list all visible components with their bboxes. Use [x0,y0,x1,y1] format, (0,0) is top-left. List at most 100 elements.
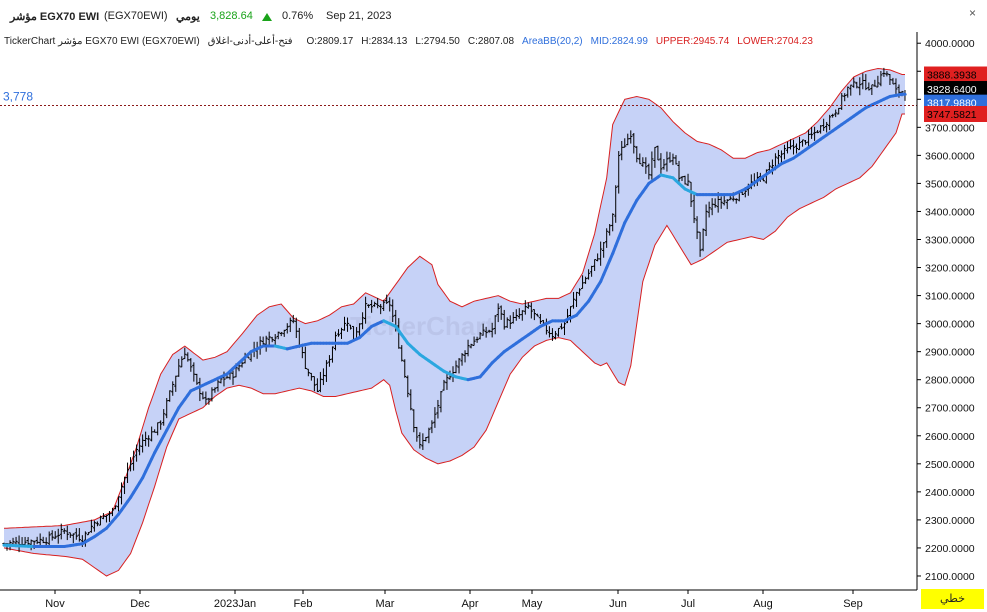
ohlc-bar [505,317,509,328]
y-tick-label: 2100.0000 [925,571,975,583]
close-icon[interactable]: × [969,6,977,20]
ohlc-bar [460,353,464,366]
ohlc-bar [876,75,880,88]
ohlc-bar [870,84,874,96]
x-axis[interactable]: Nov Dec 2023Jan Feb Mar Apr May Jun Jul Aug Sep [0,589,917,610]
ohlc-bar [816,130,820,134]
ohlc-bar [825,121,829,133]
ohlc-bar [776,149,781,166]
ohlc-bar [376,297,380,309]
ohlc-bar [104,514,109,523]
ohlc-bar [144,431,148,447]
ohlc-bar [481,323,485,336]
ohlc-bar [580,275,585,289]
ohlc-bar [852,77,856,88]
ohlc-bar [98,515,103,526]
ohlc-bar [725,199,729,210]
ohlc-bar [204,391,208,405]
upper-price-tag-label: 3888.3938 [927,70,977,82]
ohlc-bar [797,136,802,151]
y-tick-label: 3700.0000 [925,122,975,134]
ohlc-bar [89,519,93,533]
x-tick-label: Sep [843,598,863,610]
upper-price-tag: 3888.3938 [924,66,987,83]
ohlc-bar [131,450,136,471]
ohlc-bar [77,528,81,542]
ohlc-bar [342,316,347,331]
x-tick-label: Jul [681,598,695,610]
ohlc-bar [50,530,54,541]
ohlc-bar [101,513,106,520]
period-label[interactable]: يومي [176,11,200,23]
reference-line[interactable]: 3,778 [0,89,917,106]
ohlc-bar [517,308,521,319]
ohlc-bar [855,81,859,89]
ohlc-bar [674,155,678,165]
ohlc-bar [35,536,39,545]
x-tick-label: 2023Jan [214,598,256,610]
ohlc-bar [74,528,78,540]
x-tick-label: Nov [45,598,65,610]
ohlc-bar [782,144,787,160]
ohlc-bar [834,109,838,118]
ohlc-bar [201,391,205,400]
ohlc-bar [629,130,633,144]
x-tick-label: Feb [294,598,313,610]
ohlc-bar [463,350,467,363]
ohlc-bar [107,511,112,522]
ohlc-bar [285,323,289,334]
y-tick-label: 2500.0000 [925,459,975,471]
ohlc-bar [41,536,45,544]
ohlc-bar [436,399,440,419]
ohlc-bar [586,269,591,280]
ohlc-bar [409,389,413,411]
ohlc-bar [734,198,738,204]
ohlc-bar [879,71,883,87]
ohlc-bar [119,482,124,505]
ohlc-bar [125,462,130,483]
ohlc-bar [487,329,491,333]
ohlc-bar [611,213,615,232]
ohlc-bar [602,241,606,258]
ohlc-bar [312,376,316,392]
ohlc-bar [523,300,527,315]
ohlc-bar [110,507,115,517]
y-tick-label: 2600.0000 [925,431,975,443]
ohlc-bar [279,331,283,337]
ohlc-bar [809,126,814,139]
last-date: Sep 21, 2023 [326,10,392,22]
ohlc-bar [65,525,69,541]
ohlc-bar [213,387,217,393]
ohlc-bar [159,420,163,430]
ohlc-bar [282,329,286,337]
ohlc-bar [141,434,145,453]
info-source: TickerChart مؤشر EGX70 EWI (EGX70EWI) [4,36,200,47]
ohlc-bar [306,368,310,377]
ohlc-bar [653,146,657,168]
ohlc-bar [373,301,377,307]
y-tick-label: 3400.0000 [925,206,975,218]
info-high: H:2834.13 [361,36,408,47]
ohlc-bar [538,313,542,324]
ohlc-bar [327,355,332,367]
ohlc-bar [442,379,446,391]
ohlc-bar [95,521,100,527]
info-low: L:2794.50 [415,36,460,47]
x-tick-label: Dec [130,598,150,610]
ohlc-bar [360,312,365,330]
ohlc-bar [150,426,154,442]
ohlc-bar [439,391,443,413]
ohlc-bar [520,310,524,321]
ohlc-bar [535,313,539,317]
ohlc-bar [370,299,374,313]
ohlc-bar [147,435,151,447]
band-area [4,68,905,576]
ohlc-bar [638,153,642,165]
ohlc-bar [707,201,711,218]
ohlc-bar [210,387,214,402]
ohlc-bar [692,194,696,224]
ohlc-bar [47,531,51,548]
chart-mode-button[interactable]: خطي [921,589,984,609]
ohlc-bar [671,153,675,166]
